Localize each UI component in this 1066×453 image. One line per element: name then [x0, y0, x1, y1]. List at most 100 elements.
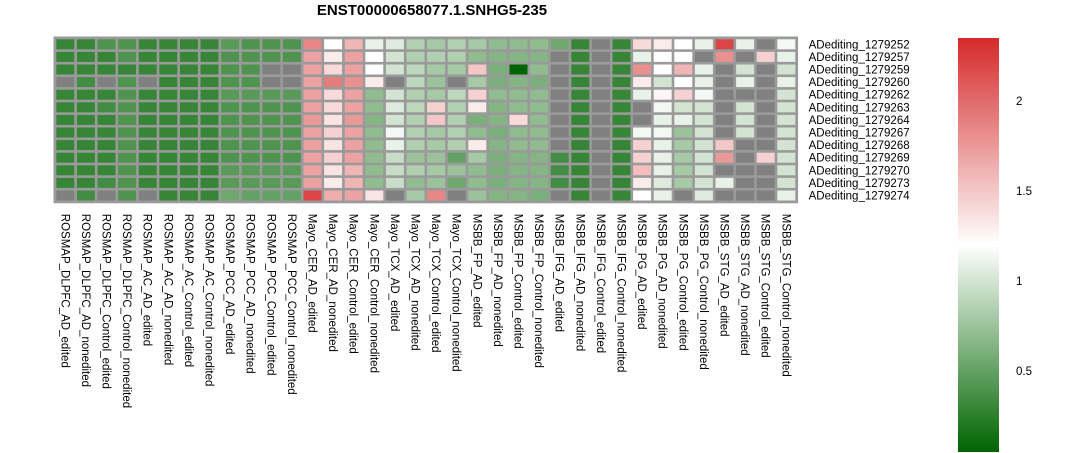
heatmap-cell — [200, 127, 219, 138]
heatmap-cell — [221, 140, 240, 151]
heatmap-cell — [200, 64, 219, 75]
heatmap-cell — [674, 64, 693, 75]
heatmap-cell — [56, 177, 75, 188]
heatmap-cell — [138, 51, 157, 62]
heatmap-cell — [488, 140, 507, 151]
heatmap-cell — [159, 39, 178, 50]
heatmap-cell — [550, 127, 569, 138]
heatmap-cell — [76, 190, 95, 201]
heatmap-cell — [97, 165, 116, 176]
heatmap-cell — [324, 177, 343, 188]
heatmap-cell — [571, 77, 590, 88]
heatmap-cell — [571, 51, 590, 62]
heatmap-cell — [241, 51, 260, 62]
heatmap-cell — [303, 89, 322, 100]
heatmap-cell — [262, 89, 281, 100]
heatmap-cell — [447, 89, 466, 100]
heatmap-cell — [736, 165, 755, 176]
column-label: ROSMAP_AC_Control_nonedited — [203, 214, 215, 387]
heatmap-cell — [365, 39, 384, 50]
heatmap-cell — [653, 127, 672, 138]
column-label: MSBB_IFG_AD_nonedited — [573, 214, 585, 351]
heatmap-cell — [468, 190, 487, 201]
heatmap-cell — [715, 140, 734, 151]
heatmap-cell — [591, 177, 610, 188]
heatmap-cell — [756, 165, 775, 176]
heatmap-cell — [406, 77, 425, 88]
heatmap-cell — [756, 140, 775, 151]
heatmap-cell — [427, 152, 446, 163]
heatmap-cell — [447, 127, 466, 138]
heatmap-cell — [756, 102, 775, 113]
heatmap-cell — [715, 127, 734, 138]
heatmap-cell — [571, 64, 590, 75]
heatmap-cell — [221, 51, 240, 62]
heatmap-cell — [344, 64, 363, 75]
heatmap-cell — [736, 177, 755, 188]
heatmap-cell — [118, 127, 137, 138]
heatmap-cell — [262, 77, 281, 88]
heatmap-cell — [344, 102, 363, 113]
heatmap-cell — [365, 152, 384, 163]
heatmap-cell — [571, 177, 590, 188]
heatmap-cell — [76, 51, 95, 62]
heatmap-cell — [736, 89, 755, 100]
heatmap-cell — [56, 114, 75, 125]
heatmap-cell — [324, 89, 343, 100]
heatmap-cell — [550, 64, 569, 75]
heatmap-cell — [118, 140, 137, 151]
heatmap-cell — [653, 77, 672, 88]
heatmap-cell — [447, 140, 466, 151]
heatmap-cell — [344, 39, 363, 50]
heatmap-cell — [344, 177, 363, 188]
heatmap-cell — [509, 190, 528, 201]
heatmap-cell — [282, 177, 301, 188]
column-label: ROSMAP_PCC_Control_edited — [264, 214, 276, 376]
heatmap-cell — [365, 165, 384, 176]
heatmap-cell — [97, 177, 116, 188]
heatmap-cell — [365, 190, 384, 201]
heatmap-cell — [591, 152, 610, 163]
heatmap-cell — [447, 152, 466, 163]
heatmap-cell — [550, 152, 569, 163]
column-label: MSBB_PG_AD_nonedited — [656, 214, 668, 349]
heatmap-cell — [76, 89, 95, 100]
column-label: MSBB_FP_Control_nonedited — [532, 214, 544, 368]
heatmap-cell — [653, 64, 672, 75]
row-label: ADediting_1279269 — [809, 153, 910, 165]
heatmap-cell — [633, 152, 652, 163]
heatmap-cell — [427, 127, 446, 138]
heatmap-grid — [53, 36, 799, 204]
heatmap-cell — [653, 177, 672, 188]
heatmap-cell — [530, 177, 549, 188]
heatmap-cell — [282, 89, 301, 100]
heatmap-cell — [777, 177, 796, 188]
heatmap-cell — [447, 190, 466, 201]
heatmap-cell — [488, 51, 507, 62]
heatmap-cell — [427, 114, 446, 125]
heatmap-cell — [591, 165, 610, 176]
heatmap-cell — [385, 127, 404, 138]
heatmap-cell — [179, 165, 198, 176]
heatmap-cell — [303, 114, 322, 125]
heatmap-cell — [344, 127, 363, 138]
heatmap-cell — [200, 89, 219, 100]
heatmap-cell — [385, 89, 404, 100]
legend-tick-label: 0.5 — [1016, 366, 1032, 378]
heatmap-cell — [76, 177, 95, 188]
column-label: ROSMAP_AC_Control_edited — [182, 214, 194, 367]
heatmap-cell — [530, 114, 549, 125]
heatmap-cell — [674, 102, 693, 113]
heatmap-cell — [344, 165, 363, 176]
heatmap-cell — [324, 165, 343, 176]
row-label: ADediting_1279268 — [809, 140, 910, 152]
heatmap-cell — [97, 152, 116, 163]
heatmap-cell — [530, 127, 549, 138]
column-label: MSBB_STG_Control_nonedited — [779, 214, 791, 377]
heatmap-cell — [530, 39, 549, 50]
heatmap-cell — [221, 77, 240, 88]
heatmap-cell — [324, 51, 343, 62]
heatmap-cell — [694, 51, 713, 62]
heatmap-cell — [550, 190, 569, 201]
